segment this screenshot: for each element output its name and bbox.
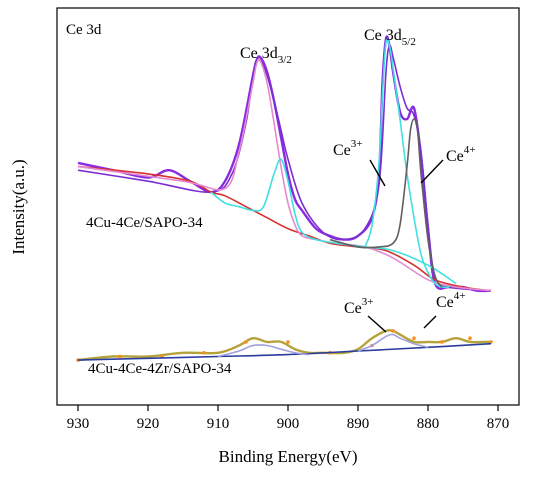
scatter-point: [468, 336, 472, 341]
sample-label-bottom: 4Cu-4Ce-4Zr/SAPO-34: [88, 361, 232, 377]
x-tick-label: 890: [347, 416, 370, 432]
annotation-pointer-line: [369, 159, 386, 187]
ce4-label-top-sup: 4+: [464, 144, 476, 156]
ce4-label-bottom-sup: 4+: [454, 290, 466, 302]
series-line-cu-ce-raw: [77, 35, 492, 293]
annotation-pointer-line: [420, 159, 444, 184]
scatter-point: [76, 358, 80, 362]
x-tick-label: 910: [207, 416, 230, 432]
scatter-point: [286, 340, 290, 344]
series-layer: [76, 35, 493, 362]
annotation-pointer-line: [367, 315, 387, 333]
peak-label-3d52-base: Ce 3d: [364, 27, 402, 44]
ce3-label-bottom-base: Ce: [344, 300, 362, 317]
annotation-pointer-line: [423, 315, 437, 329]
scatter-point: [202, 351, 206, 355]
scatter-point: [244, 340, 248, 344]
ce3-label-top: Ce3+: [333, 138, 363, 159]
sample-label-top: 4Cu-4Ce/SAPO-34: [86, 215, 203, 231]
annotation-lines: [367, 159, 444, 333]
ce4-label-top-base: Ce: [446, 148, 464, 165]
peak-label-3d52: Ce 3d5/2: [364, 27, 416, 48]
ce3-label-top-sup: 3+: [351, 138, 363, 150]
series-line-cu-ce-zr-raw: [77, 329, 491, 362]
scatter-point: [440, 340, 444, 344]
peak-label-3d32-sub: 3/2: [278, 54, 292, 66]
peak-label-3d32: Ce 3d3/2: [240, 45, 292, 66]
x-tick-label: 930: [67, 416, 90, 432]
ce3-label-top-base: Ce: [333, 142, 351, 159]
scatter-point: [489, 340, 493, 344]
ce4-label-top: Ce4+: [446, 144, 476, 165]
series-line-cu-ce-ce3-3d3-2-: [77, 58, 492, 292]
scatter-point: [412, 336, 416, 341]
ce3-label-bottom: Ce3+: [344, 296, 374, 317]
y-axis-title: Intensity(a.u.): [9, 159, 28, 254]
ce4-label-bottom-base: Ce: [436, 294, 454, 311]
peak-label-3d32-base: Ce 3d: [240, 45, 278, 62]
x-axis-ticks: 930 920 910 900 890 880 870: [67, 405, 510, 432]
series-line-cu-ce-ce4-3d5-2-: [329, 118, 443, 288]
x-tick-label: 900: [277, 416, 300, 432]
series-line-cu-ce-ce4-3d3-2-: [210, 158, 457, 285]
x-tick-label: 920: [137, 416, 160, 432]
series-line-cu-ce-ce3-3d5-2-: [364, 38, 450, 289]
scatter-point: [391, 329, 395, 333]
series-line-cu-ce-zr-fit: [217, 344, 310, 358]
x-tick-label: 870: [487, 416, 510, 432]
x-tick-label: 880: [417, 416, 440, 432]
scatter-point: [118, 354, 122, 359]
ce4-label-bottom: Ce4+: [436, 290, 466, 311]
panel-label: Ce 3d: [66, 22, 102, 38]
x-axis-title: Binding Energy(eV): [219, 447, 358, 466]
ce3-label-bottom-sup: 3+: [362, 296, 374, 308]
peak-label-3d52-sub: 5/2: [402, 36, 416, 48]
series-line-cu-ce-zr-fit: [357, 333, 429, 352]
